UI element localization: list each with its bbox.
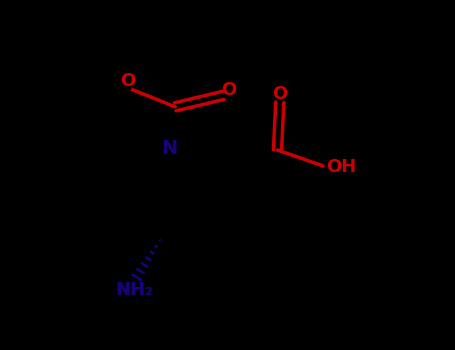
Text: NH₂: NH₂ <box>116 281 153 299</box>
Text: OH: OH <box>326 158 356 176</box>
Text: O: O <box>221 80 236 99</box>
Text: O: O <box>272 85 288 103</box>
Text: O: O <box>120 72 135 90</box>
Text: N: N <box>162 139 178 158</box>
